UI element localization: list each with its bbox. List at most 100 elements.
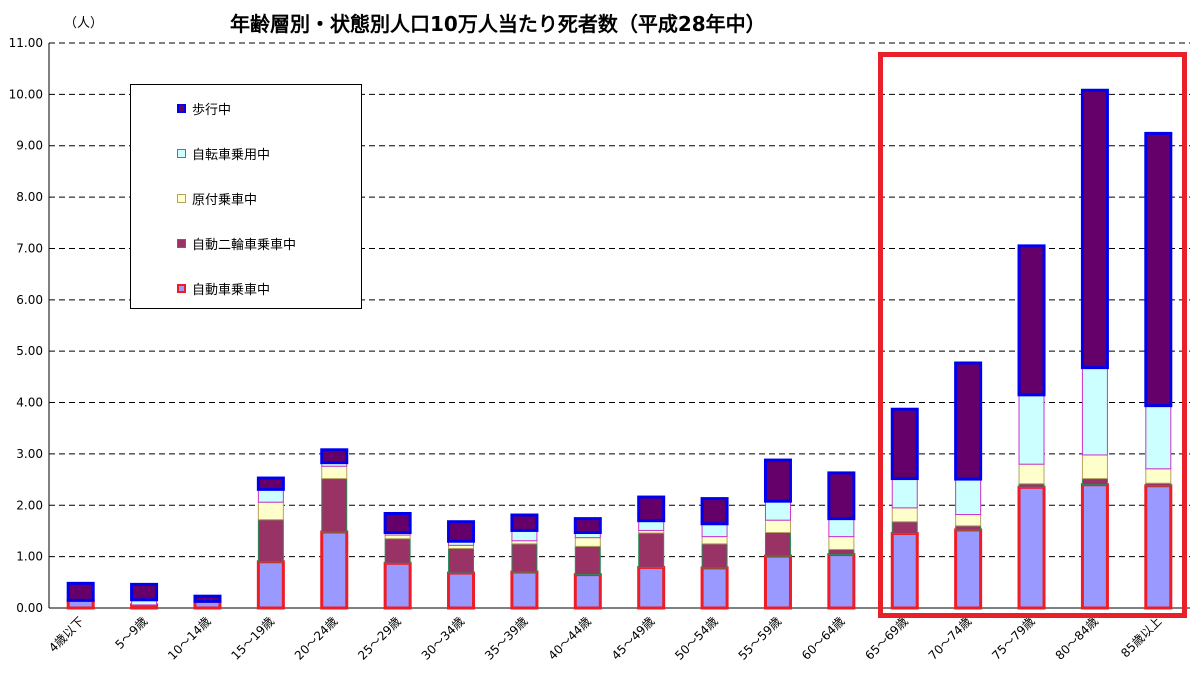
x-tick-label: 4歳以下	[46, 614, 87, 655]
bar-segment-car	[447, 571, 476, 610]
legend-swatch-motorcycle	[177, 239, 186, 248]
bar-segment-motorcycle	[828, 548, 855, 556]
x-tick-label: 30～34歳	[419, 614, 467, 662]
y-tick-labels: 0.00 1.00 2.00 3.00 4.00 5.00 6.00 7.00 8.00 9.00…	[9, 36, 43, 615]
legend-swatch-bicycle	[177, 149, 186, 158]
bar-segment-motorcycle	[448, 547, 475, 574]
bar-segment-bicycle	[764, 500, 791, 521]
bar-segment-bicycle	[891, 478, 918, 509]
x-tick-label: 40～44歳	[545, 614, 593, 662]
x-tick-label: 45～49歳	[609, 614, 657, 662]
bar-segment-walking	[320, 448, 349, 465]
legend-label-car: 自動車乗車中	[192, 283, 271, 298]
x-tick-label: 55～59歳	[736, 614, 784, 662]
x-tick-label: 35～39歳	[482, 614, 530, 662]
x-tick-label: 10～14歳	[165, 614, 213, 662]
legend-label-bicycle: 自転車乗用中	[192, 148, 271, 163]
bar-segment-walking	[256, 476, 285, 491]
bar-segment-walking	[130, 582, 159, 602]
bar-segment-walking	[510, 513, 539, 532]
bar-segment-motorcycle	[638, 532, 665, 568]
x-tick-label: 50～54歳	[672, 614, 720, 662]
bar-segment-car	[890, 532, 919, 610]
bar-segment-car	[827, 553, 856, 610]
bar-segment-bicycle	[1018, 394, 1045, 465]
legend-item-walking: 歩行中	[177, 99, 231, 118]
bar-segment-walking	[1017, 244, 1046, 397]
elderly-highlight-box	[878, 52, 1187, 618]
chart-title: 年齢層別・状態別人口10万人当たり死者数（平成28年中）	[230, 12, 766, 36]
bar-segment-bicycle	[701, 523, 728, 538]
y-tick-label: 2.00	[16, 498, 43, 512]
bar-segment-walking	[66, 581, 95, 602]
legend-label-moped: 原付乗車中	[192, 193, 258, 208]
x-tick-label: 15～19歳	[229, 614, 277, 662]
bar-segment-walking	[1080, 88, 1109, 370]
bar-segment-motorcycle	[764, 531, 791, 557]
bar-segment-car	[383, 561, 412, 610]
y-tick-label: 0.00	[16, 601, 43, 615]
x-tick-label: 20～24歳	[292, 614, 340, 662]
x-tick-labels: 4歳以下 5～9歳 10～14歳 15～19歳 20～24歳 25～29歳 30～34歳 35…	[46, 614, 1164, 662]
legend-label-walking: 歩行中	[192, 103, 232, 118]
legend-item-car: 自動車乗車中	[177, 279, 270, 298]
bar-segment-car	[637, 565, 666, 610]
bar-segment-walking	[1144, 131, 1173, 408]
y-tick-label: 11.00	[9, 36, 43, 50]
bar-segment-bicycle	[1081, 367, 1108, 456]
bar-segment-walking	[447, 520, 476, 543]
x-tick-label: 65～69歳	[862, 614, 910, 662]
y-tick-label: 1.00	[16, 550, 43, 564]
bar-segment-moped	[701, 536, 728, 545]
y-tick-label: 9.00	[16, 139, 43, 153]
bar-segment-walking	[890, 407, 919, 481]
bar-segment-car	[573, 573, 602, 610]
x-tick-label: 75～79歳	[989, 614, 1037, 662]
bar-segment-car	[763, 554, 792, 610]
bar-segment-walking	[763, 458, 792, 503]
bar-segment-walking	[383, 511, 412, 534]
bar-segment-car	[256, 560, 285, 610]
bar-segment-car	[320, 530, 349, 610]
y-tick-label: 4.00	[16, 396, 43, 410]
bar-segment-car	[510, 570, 539, 610]
bar-segment-bicycle	[828, 518, 855, 538]
bars	[66, 88, 1173, 610]
bar-segment-walking	[700, 497, 729, 526]
bar-segment-walking	[193, 594, 222, 603]
bar-segment-bicycle	[257, 488, 284, 503]
bar-segment-moped	[828, 536, 855, 550]
bar-segment-moped	[257, 501, 284, 521]
y-tick-label: 6.00	[16, 293, 43, 307]
bar-segment-walking	[827, 471, 856, 521]
y-axis-unit-label: （人）	[64, 16, 104, 31]
axes	[48, 43, 1190, 609]
legend-item-bicycle: 自転車乗用中	[177, 144, 270, 163]
x-tick-label: 85歳以上	[1118, 614, 1164, 660]
legend-swatch-moped	[177, 194, 186, 203]
bar-segment-bicycle	[511, 529, 538, 542]
bar-segment-moped	[321, 465, 348, 480]
y-tick-label: 8.00	[16, 190, 43, 204]
y-tick-label: 10.00	[9, 87, 43, 101]
bar-segment-walking	[573, 517, 602, 534]
bar-segment-moped	[574, 537, 601, 547]
bar-segment-walking	[637, 495, 666, 523]
legend: 歩行中 自転車乗用中 原付乗車中 自動二輪車乗車中 自動車乗車中	[130, 84, 362, 309]
y-tick-label: 5.00	[16, 344, 43, 358]
bar-segment-motorcycle	[701, 543, 728, 569]
bar-segment-moped	[764, 519, 791, 533]
bar-segment-motorcycle	[257, 519, 284, 563]
x-tick-label: 70～74歳	[926, 614, 974, 662]
bar-segment-moped	[384, 534, 411, 540]
legend-label-motorcycle: 自動二輪車乗車中	[192, 238, 297, 253]
bar-segment-car	[700, 566, 729, 610]
legend-swatch-car	[177, 284, 186, 293]
x-tick-label: 80～84歳	[1053, 614, 1101, 662]
legend-swatch-walking	[177, 104, 186, 113]
bar-segment-motorcycle	[511, 543, 538, 573]
bar-segment-motorcycle	[321, 478, 348, 533]
bar-segment-motorcycle	[574, 545, 601, 576]
bar-segment-motorcycle	[384, 538, 411, 564]
